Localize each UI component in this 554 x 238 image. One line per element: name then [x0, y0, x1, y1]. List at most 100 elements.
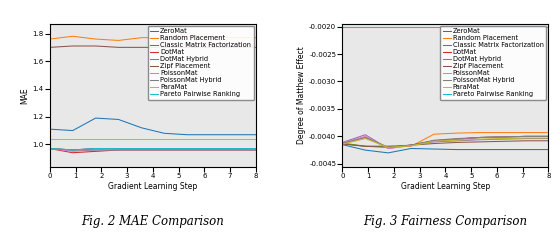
Line: Pareto Pairwise Ranking: Pareto Pairwise Ranking: [50, 149, 256, 150]
Legend: ZeroMat, Random Placement, Classic Matrix Factorization, DotMat, DotMat Hybrid, : ZeroMat, Random Placement, Classic Matri…: [440, 26, 546, 100]
DotMat Hybrid: [499, 138, 506, 141]
PoissonMat: [69, 150, 76, 153]
ParaMat: [385, 146, 392, 149]
ZeroMat: [93, 117, 99, 119]
Line: ParaMat: ParaMat: [342, 138, 548, 147]
Line: Classic Matrix Factorization: Classic Matrix Factorization: [50, 149, 256, 150]
Zipf Placement: [69, 45, 76, 47]
Zipf Placement: [138, 46, 145, 49]
DotMat: [499, 135, 506, 138]
ZeroMat: [47, 128, 53, 131]
PoissonMat: [253, 149, 259, 151]
PoissonMat Hybrid: [545, 135, 552, 138]
Zipf Placement: [499, 140, 506, 143]
PoissonMat Hybrid: [499, 135, 506, 138]
Classic Matrix Factorization: [430, 139, 437, 142]
Random Placement: [430, 133, 437, 136]
ParaMat: [408, 144, 414, 147]
Pareto Pairwise Ranking: [138, 147, 145, 150]
Line: DotMat Hybrid: DotMat Hybrid: [342, 135, 548, 149]
DotMat Hybrid: [339, 141, 346, 144]
Pareto Pairwise Ranking: [115, 147, 122, 150]
PoissonMat Hybrid: [230, 149, 237, 151]
Classic Matrix Factorization: [230, 147, 237, 150]
Zipf Placement: [115, 46, 122, 49]
Pareto Pairwise Ranking: [408, 25, 414, 28]
PoissonMat: [339, 142, 346, 144]
ZeroMat: [385, 151, 392, 154]
Pareto Pairwise Ranking: [184, 147, 191, 150]
Random Placement: [408, 145, 414, 148]
PoissonMat: [545, 135, 552, 138]
PoissonMat Hybrid: [522, 135, 529, 138]
Random Placement: [385, 145, 392, 148]
Random Placement: [138, 36, 145, 39]
Random Placement: [69, 35, 76, 38]
ParaMat: [253, 137, 259, 140]
Classic Matrix Factorization: [161, 147, 168, 150]
Pareto Pairwise Ranking: [93, 147, 99, 150]
PoissonMat: [115, 149, 122, 151]
PoissonMat Hybrid: [408, 144, 414, 147]
Zipf Placement: [362, 145, 368, 148]
DotMat: [138, 149, 145, 151]
Random Placement: [161, 36, 168, 39]
Classic Matrix Factorization: [522, 135, 529, 138]
Classic Matrix Factorization: [253, 147, 259, 150]
Classic Matrix Factorization: [138, 147, 145, 150]
Random Placement: [253, 36, 259, 39]
DotMat: [115, 149, 122, 151]
Line: PoissonMat Hybrid: PoissonMat Hybrid: [342, 136, 548, 147]
Y-axis label: Degree of Matthew Effect: Degree of Matthew Effect: [297, 46, 306, 144]
PoissonMat Hybrid: [93, 149, 99, 151]
ParaMat: [93, 137, 99, 140]
DotMat Hybrid: [385, 147, 392, 150]
ParaMat: [161, 137, 168, 140]
DotMat Hybrid: [138, 147, 145, 150]
DotMat: [408, 144, 414, 147]
Pareto Pairwise Ranking: [499, 25, 506, 28]
ZeroMat: [69, 129, 76, 132]
PoissonMat Hybrid: [161, 149, 168, 151]
Line: ZeroMat: ZeroMat: [50, 118, 256, 135]
X-axis label: Gradient Learning Step: Gradient Learning Step: [401, 182, 490, 191]
PoissonMat: [47, 147, 53, 150]
DotMat: [385, 146, 392, 149]
Pareto Pairwise Ranking: [430, 25, 437, 28]
Zipf Placement: [430, 142, 437, 145]
ParaMat: [499, 137, 506, 140]
PoissonMat: [184, 149, 191, 151]
Classic Matrix Factorization: [454, 138, 460, 141]
Pareto Pairwise Ranking: [69, 149, 76, 151]
Zipf Placement: [522, 139, 529, 142]
Pareto Pairwise Ranking: [476, 25, 483, 28]
DotMat: [339, 142, 346, 145]
ZeroMat: [115, 118, 122, 121]
Random Placement: [184, 35, 191, 38]
Zipf Placement: [408, 144, 414, 147]
DotMat: [476, 136, 483, 139]
Zipf Placement: [545, 139, 552, 142]
PoissonMat: [385, 147, 392, 150]
PoissonMat: [476, 136, 483, 139]
ZeroMat: [454, 148, 460, 151]
DotMat: [522, 135, 529, 138]
Classic Matrix Factorization: [476, 136, 483, 139]
Zipf Placement: [230, 46, 237, 49]
ZeroMat: [161, 132, 168, 135]
Random Placement: [476, 131, 483, 134]
Random Placement: [207, 36, 213, 39]
Random Placement: [339, 142, 346, 144]
ParaMat: [47, 137, 53, 140]
PoissonMat Hybrid: [69, 149, 76, 151]
DotMat: [161, 149, 168, 151]
ParaMat: [476, 138, 483, 141]
Line: PoissonMat: PoissonMat: [342, 136, 548, 149]
DotMat: [93, 150, 99, 153]
ZeroMat: [230, 133, 237, 136]
Y-axis label: MAE: MAE: [20, 87, 29, 104]
Line: Random Placement: Random Placement: [50, 36, 256, 40]
ZeroMat: [184, 133, 191, 136]
Classic Matrix Factorization: [47, 147, 53, 150]
PoissonMat Hybrid: [430, 139, 437, 142]
